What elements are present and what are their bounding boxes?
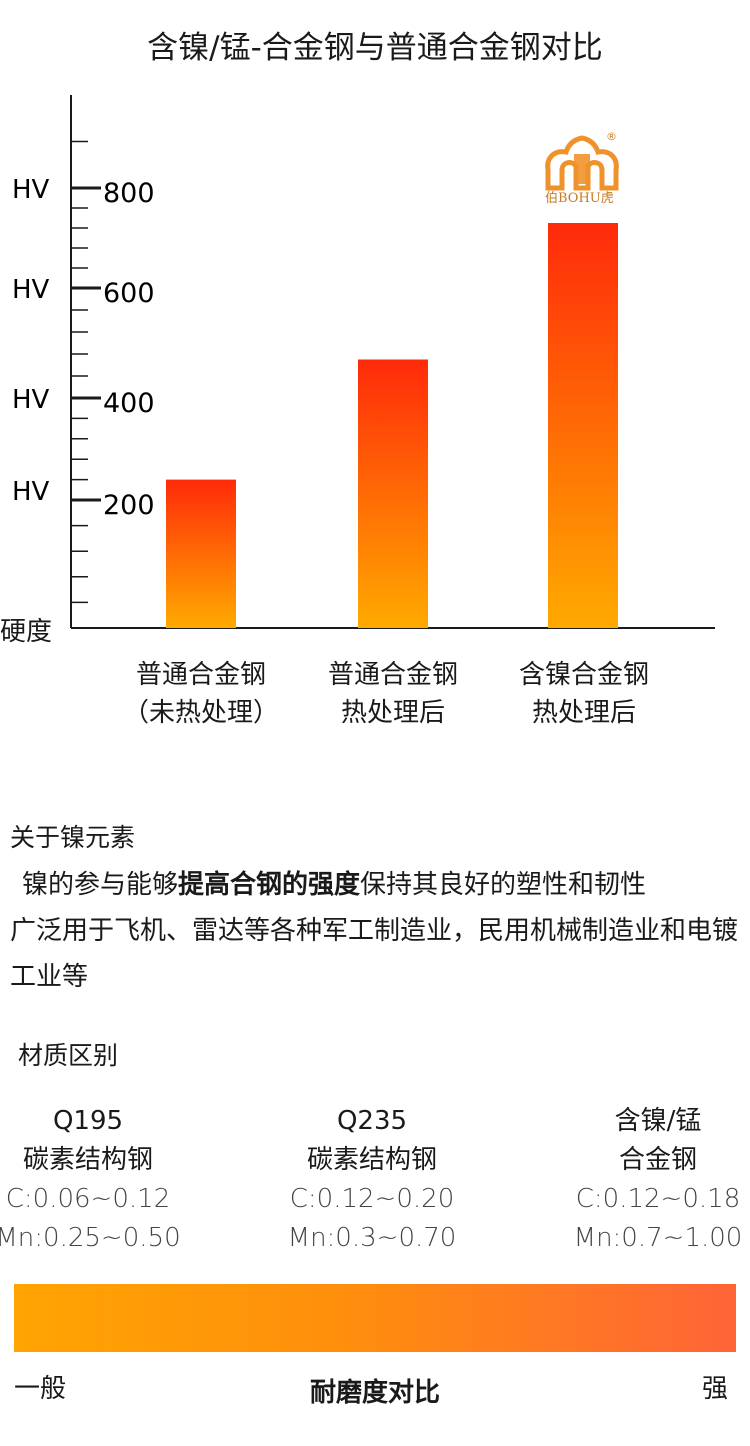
x-category-line: 含镍合金钢 [518,660,649,690]
wear-left-label: 一般 [14,1374,67,1404]
material-type: 碳素结构钢 [22,1145,153,1175]
logo-center-icon [574,154,590,184]
y-tick-label-200: 200 [103,490,155,521]
wear-right-label: 强 [702,1374,729,1404]
wear-title: 耐磨度对比 [309,1378,440,1408]
bar-2 [358,359,428,628]
nickel-paragraph-1: 镍的参与能够提高合钢的强度保持其良好的塑性和韧性 [10,862,750,908]
material-carbon: C:0.06~0.12 [5,1184,171,1214]
logo-mark-icon [545,135,619,191]
material-name: Q195 [52,1106,124,1136]
x-category-line: （未热处理） [122,698,279,728]
bars-group [166,223,618,628]
material-manganese: Mn:0.25~0.50 [0,1223,181,1253]
hardness-bar-chart: 200 HV 400 HV 600 HV 800 HV 硬度 伯BOHU虎 ® [0,95,715,647]
nickel-p1-pre: 镍的参与能够 [22,870,179,900]
y-tick-label-400: 400 [103,388,155,419]
y-unit-label-400: HV [12,385,50,415]
material-manganese: Mn:0.3~0.70 [287,1223,457,1253]
nickel-section-title: 关于镍元素 [10,823,136,852]
y-axis-major-ticks: 200 HV 400 HV 600 HV 800 HV [12,175,155,521]
x-category-line: 普通合金钢 [135,660,266,690]
materials-section-title: 材质区别 [18,1041,119,1070]
y-unit-label-800: HV [12,175,50,205]
material-name: Q235 [336,1106,408,1136]
wear-gradient-bar [14,1284,736,1352]
material-type: 合金钢 [618,1145,697,1175]
x-category-2: 普通合金钢 热处理后 [293,656,493,732]
x-category-line: 热处理后 [340,698,445,728]
brand-logo: 伯BOHU虎 ® [545,130,619,206]
material-carbon: C:0.12~0.18 [575,1184,741,1214]
nickel-p1-emphasis: 提高合钢的强度 [178,870,361,900]
y-tick-label-800: 800 [103,178,155,209]
logo-registered-mark: ® [606,130,617,143]
material-carbon: C:0.12~0.20 [289,1184,455,1214]
nickel-p1-post: 保持其良好的塑性和韧性 [360,870,647,900]
y-axis-minor-ticks [71,140,88,629]
material-column-1: Q195 碳素结构钢 C:0.06~0.12 Mn:0.25~0.50 [0,1102,198,1258]
material-manganese: Mn:0.7~1.00 [573,1223,743,1253]
nickel-paragraph-2: 广泛用于飞机、雷达等各种军工制造业，民用机械制造业和电镀工业等 [10,916,739,992]
x-category-1: 普通合金钢 （未热处理） [101,656,301,732]
bar-1 [166,479,236,628]
y-unit-label-200: HV [12,477,50,507]
x-category-3: 含镍合金钢 热处理后 [484,656,684,732]
logo-text: 伯BOHU虎 [545,191,614,206]
x-category-line: 热处理后 [531,698,636,728]
material-column-3: 含镍/锰合金钢 C:0.12~0.18 Mn:0.7~1.00 [548,1102,750,1258]
material-type: 碳素结构钢 [306,1145,437,1175]
chart-title: 含镍/锰-合金钢与普通合金钢对比 [147,30,603,66]
y-unit-label-600: HV [12,275,50,305]
material-name: 含镍/锰 [614,1106,702,1136]
y-tick-label-600: 600 [103,278,155,309]
material-column-2: Q235 碳素结构钢 C:0.12~0.20 Mn:0.3~0.70 [262,1102,482,1258]
bar-3 [548,223,618,628]
x-category-line: 普通合金钢 [327,660,458,690]
y-axis-label: 硬度 [0,617,52,647]
